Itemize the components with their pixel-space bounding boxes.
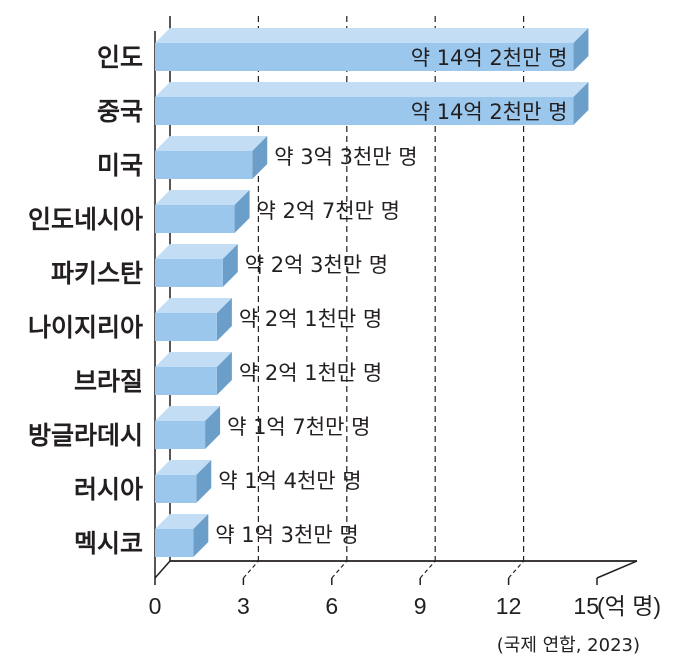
bar-top-face xyxy=(155,136,268,151)
bar-front-face xyxy=(155,205,235,233)
bar-top-face xyxy=(155,406,221,421)
tick-label: 15 xyxy=(573,593,599,619)
data-label: 약 1억 7천만 명 xyxy=(227,415,370,439)
bar xyxy=(155,460,212,503)
floor-gridline xyxy=(331,560,348,579)
bar-front-face xyxy=(155,529,194,557)
bar-side-face xyxy=(216,352,232,395)
bar xyxy=(155,298,232,341)
bar-top-face xyxy=(155,514,209,529)
data-label: 약 14억 2천만 명 xyxy=(411,100,568,124)
bar-side-face xyxy=(193,514,209,557)
data-label: 약 14억 2천만 명 xyxy=(411,46,568,70)
category-label: 인도네시아 xyxy=(28,205,143,234)
bar xyxy=(155,136,268,179)
category-label: 브라질 xyxy=(74,367,143,396)
bar-front-face xyxy=(155,475,197,503)
category-label: 나이지리아 xyxy=(28,313,143,342)
category-label: 중국 xyxy=(97,97,143,126)
bar xyxy=(155,406,221,449)
bar-top-face xyxy=(155,352,232,367)
floor-edge-right xyxy=(596,560,638,579)
bar xyxy=(155,352,232,395)
bar-side-face xyxy=(573,28,589,71)
bar-side-face xyxy=(222,244,238,287)
category-label: 파키스탄 xyxy=(51,259,143,288)
tick-label: 0 xyxy=(149,593,162,619)
bar-front-face xyxy=(155,259,223,287)
tick-label: 3 xyxy=(237,593,250,619)
bar-top-face xyxy=(155,298,232,313)
floor-gridline xyxy=(508,560,525,579)
bar-side-face xyxy=(234,190,250,233)
bar-front-face xyxy=(155,313,217,341)
x-axis-ticks: 0 3 6 9 12 15 xyxy=(149,578,599,619)
tick-label: 6 xyxy=(325,593,338,619)
floor-gridline xyxy=(242,560,259,579)
bar-side-face xyxy=(205,406,221,449)
bars xyxy=(155,28,589,557)
bar-side-face xyxy=(216,298,232,341)
bar xyxy=(155,28,589,71)
tick-label: 12 xyxy=(496,593,522,619)
category-label: 러시아 xyxy=(74,475,143,504)
data-labels: 약 14억 2천만 명약 14억 2천만 명약 3억 3천만 명약 2억 7천만… xyxy=(215,46,567,547)
bar-side-face xyxy=(252,136,268,179)
bar-front-face xyxy=(155,97,574,125)
bar-front-face xyxy=(155,151,253,179)
bar-top-face xyxy=(155,190,250,205)
category-label: 미국 xyxy=(97,151,143,180)
data-label: 약 3억 3천만 명 xyxy=(274,145,417,169)
bar-front-face xyxy=(155,43,574,71)
bar-side-face xyxy=(573,82,589,125)
data-label: 약 2억 1천만 명 xyxy=(239,307,382,331)
bar xyxy=(155,514,209,557)
x-axis-unit: (억 명) xyxy=(597,593,661,619)
data-label: 약 2억 3천만 명 xyxy=(245,253,388,277)
bar-top-face xyxy=(155,82,589,97)
floor-gridline xyxy=(419,560,436,579)
data-label: 약 2억 7천만 명 xyxy=(257,199,400,223)
bar-front-face xyxy=(155,367,217,395)
tick-label: 9 xyxy=(414,593,427,619)
category-label: 방글라데시 xyxy=(28,421,143,450)
bar-top-face xyxy=(155,28,589,43)
bar xyxy=(155,244,238,287)
bar xyxy=(155,82,589,125)
data-label: 약 2억 1천만 명 xyxy=(239,361,382,385)
data-label: 약 1억 4천만 명 xyxy=(218,469,361,493)
category-label: 멕시코 xyxy=(74,529,143,558)
data-label: 약 1억 3천만 명 xyxy=(215,523,358,547)
bar xyxy=(155,190,250,233)
source-note: (국제 연합, 2023) xyxy=(497,635,640,656)
bar-top-face xyxy=(155,460,212,475)
bar-side-face xyxy=(196,460,212,503)
bar-front-face xyxy=(155,421,206,449)
category-label: 인도 xyxy=(97,43,143,72)
bar-top-face xyxy=(155,244,238,259)
floor-edge-left xyxy=(154,560,171,579)
